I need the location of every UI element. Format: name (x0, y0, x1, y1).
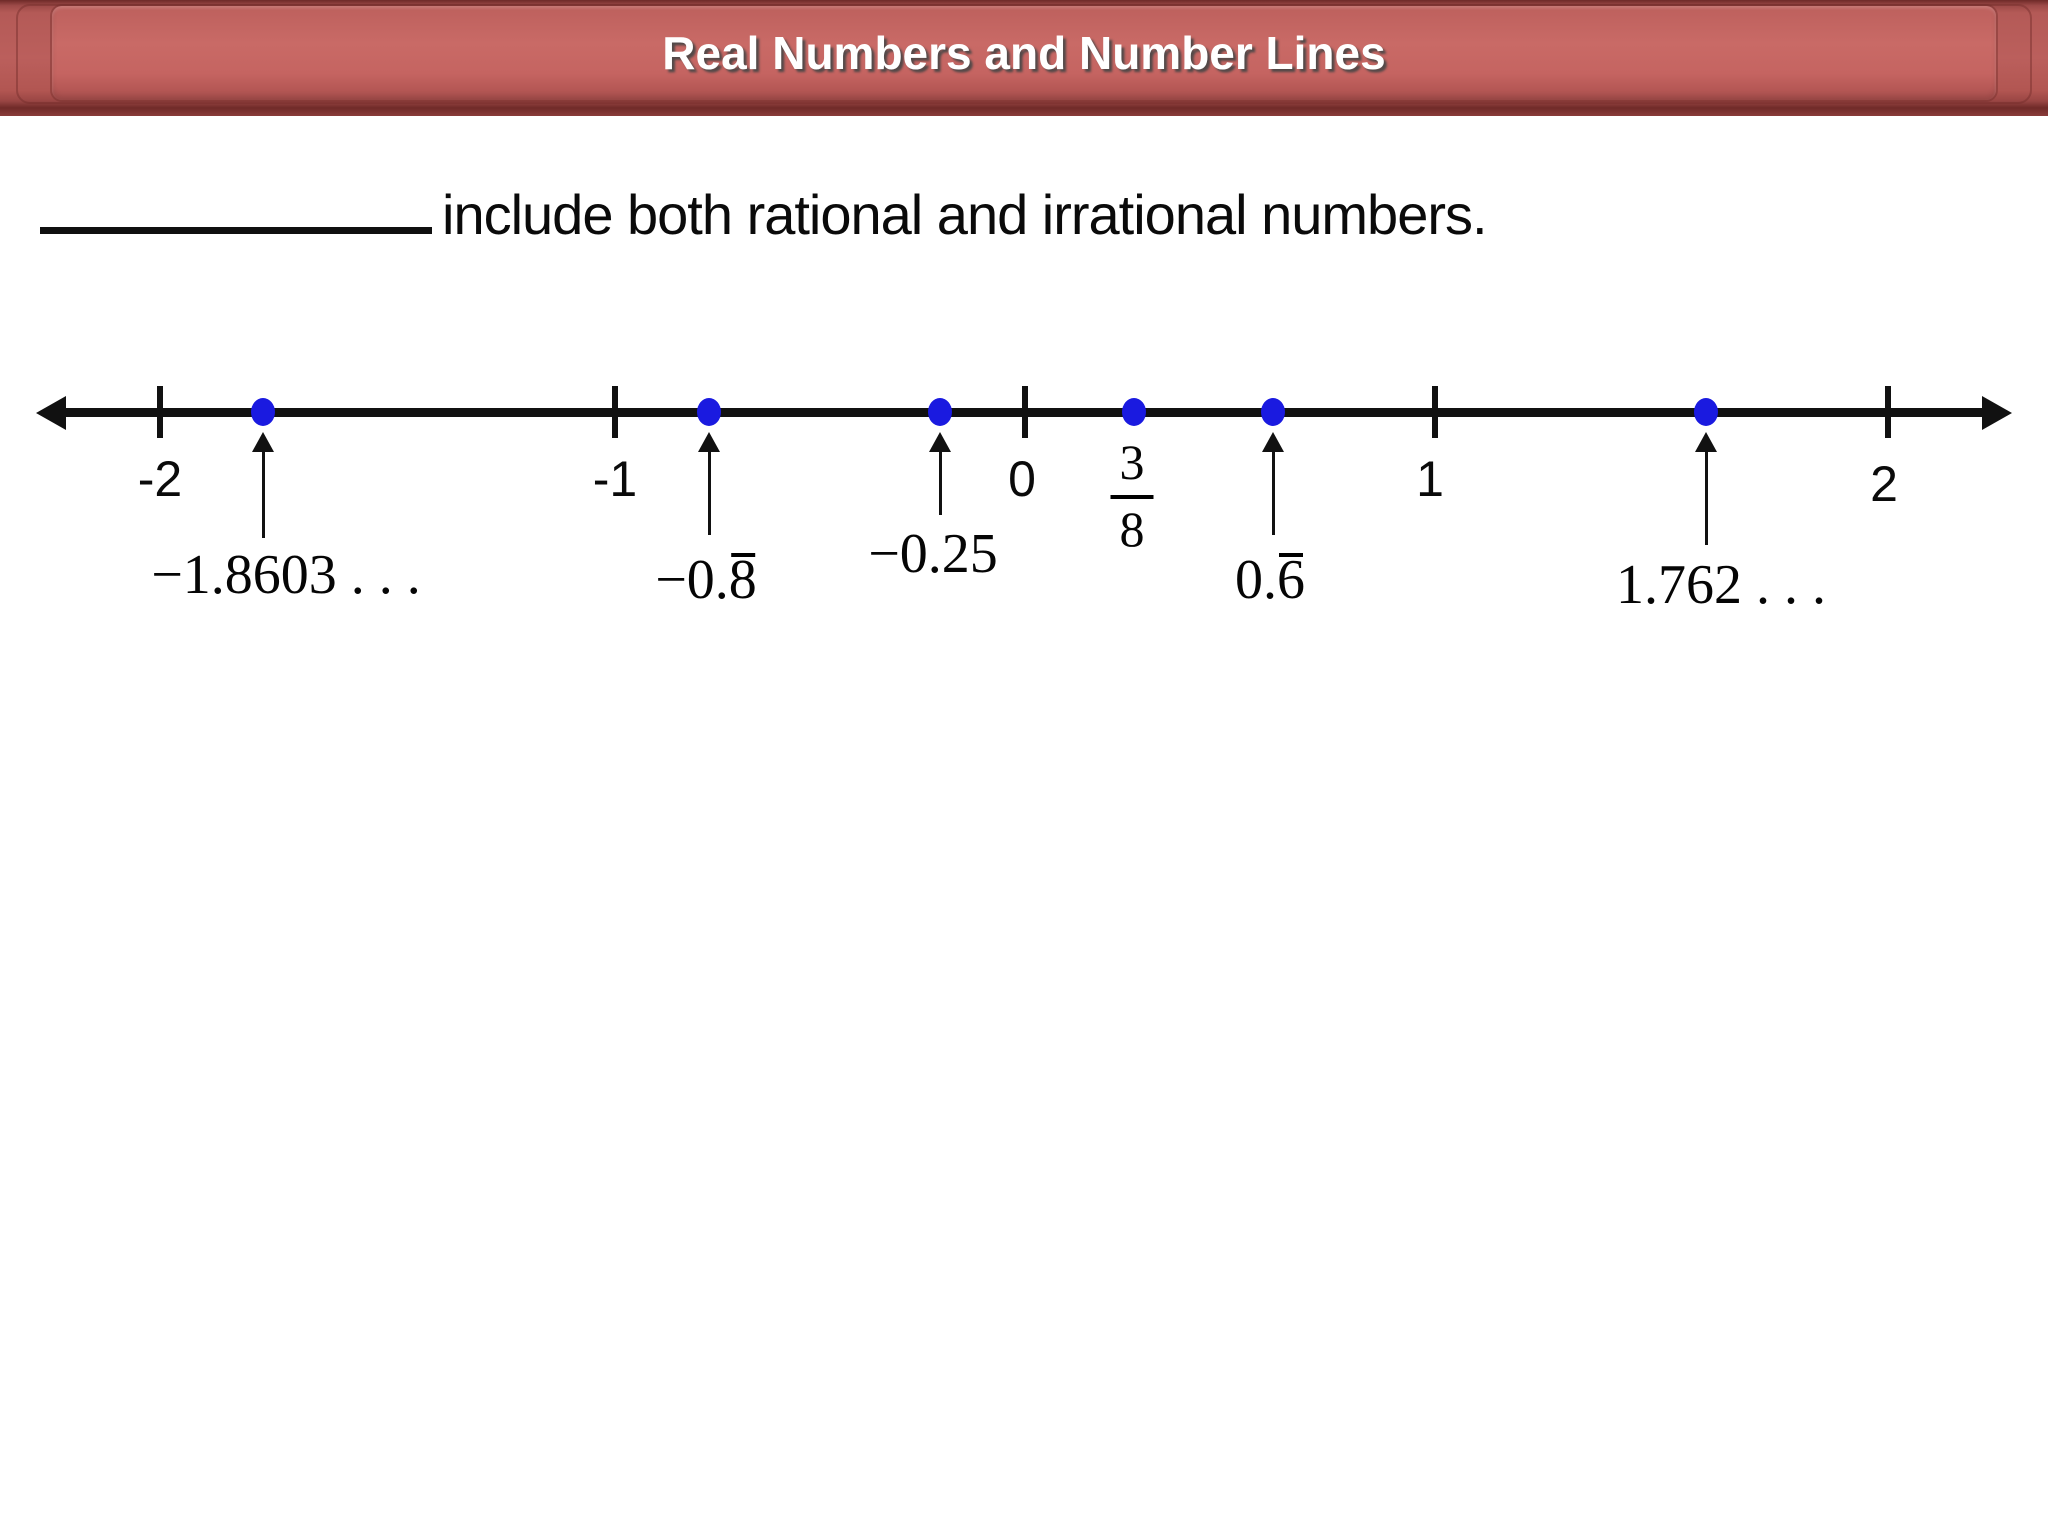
repeating-digit: 8 (728, 549, 757, 611)
point-label: −0.25 (868, 523, 998, 585)
point-dot (251, 398, 275, 426)
axis-arrow-left-icon (36, 396, 66, 430)
up-arrow-icon (707, 452, 711, 535)
up-arrow-icon (938, 452, 942, 515)
axis-arrow-right-icon (1982, 396, 2012, 430)
tick (612, 386, 618, 438)
point-label: 0.6 (1235, 548, 1305, 612)
up-arrow-icon (261, 452, 265, 538)
tick (1885, 386, 1891, 438)
point-label: −1.8603 . . . (151, 544, 421, 606)
slide-title: Real Numbers and Number Lines (662, 27, 1386, 79)
sentence-text: include both rational and irrational num… (442, 183, 1488, 246)
point-label-prefix: 0. (1235, 549, 1277, 611)
point-dot (1261, 398, 1285, 426)
fraction-label: 3 8 (1110, 436, 1154, 557)
fill-in-sentence: include both rational and irrational num… (40, 178, 1488, 247)
point-dot (1694, 398, 1718, 426)
point-dot (928, 398, 952, 426)
tick (1022, 386, 1028, 438)
fraction-denominator: 8 (1119, 501, 1145, 557)
title-bar-panel: Real Numbers and Number Lines (52, 6, 1996, 100)
tick-label: 1 (1416, 451, 1444, 507)
point-dot (697, 398, 721, 426)
repeating-digit: 6 (1277, 549, 1305, 611)
tick-label: -2 (137, 451, 183, 507)
fill-in-blank-line (40, 178, 432, 234)
point-label: 1.762 . . . (1616, 554, 1826, 616)
point-dot (1122, 398, 1146, 426)
number-line: -2 -1 0 1 2 −1.8603 . . . −0.8 −0.25 3 8… (0, 0, 2048, 700)
up-arrow-icon (1271, 452, 1275, 535)
tick-label: -1 (592, 451, 638, 507)
tick (157, 386, 163, 438)
tick-label: 0 (1008, 451, 1036, 507)
title-bar-frame (16, 4, 2032, 104)
title-bar: Real Numbers and Number Lines (0, 0, 2048, 116)
tick-label: 2 (1870, 456, 1898, 512)
point-label-prefix: −0. (655, 549, 729, 611)
up-arrow-icon (1704, 452, 1708, 545)
point-label: −0.8 (655, 548, 757, 612)
tick (1432, 386, 1438, 438)
fraction-numerator: 3 (1110, 436, 1154, 499)
